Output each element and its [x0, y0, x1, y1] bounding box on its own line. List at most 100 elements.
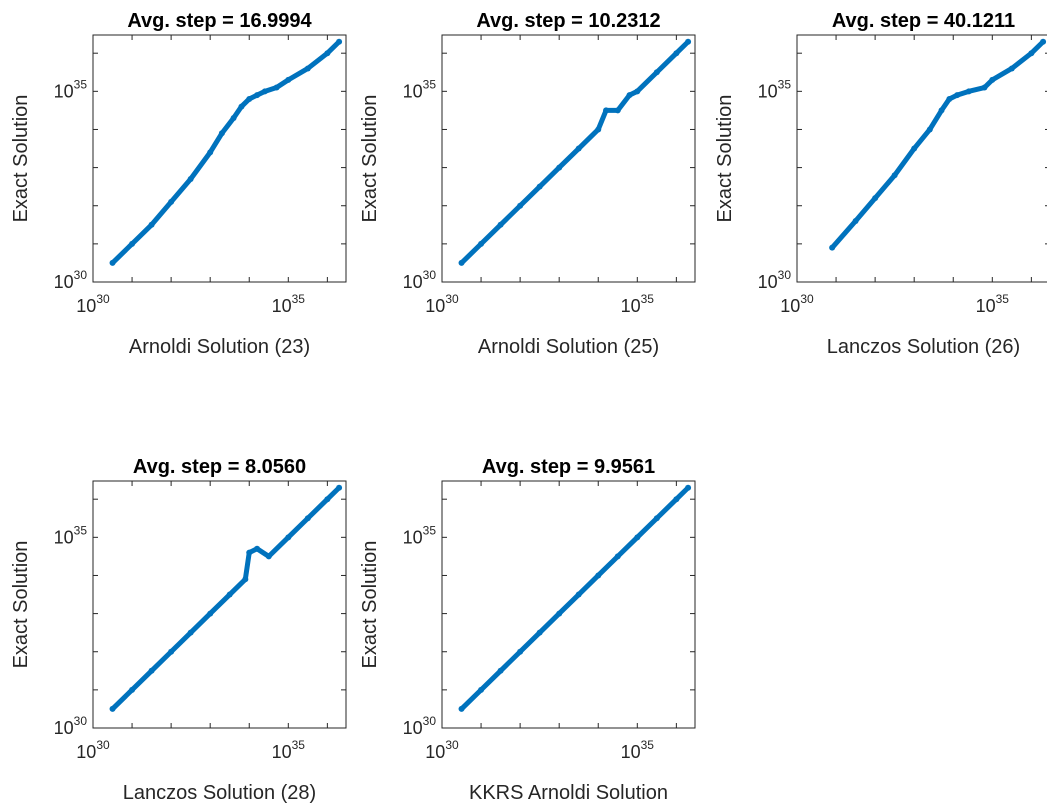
- y-axis-label: Exact Solution: [10, 541, 32, 669]
- y-axis-label: Exact Solution: [714, 95, 736, 223]
- subplot-4: 1030 1035 1030 1035 Avg. step = 8.0560 Lanczo…: [10, 456, 347, 804]
- data-segment: [207, 130, 225, 155]
- data-segment: [459, 241, 484, 266]
- data-points: [829, 38, 1047, 251]
- data-segment: [227, 576, 248, 598]
- y-tick-label: 1035: [403, 523, 437, 547]
- data-segment: [911, 126, 933, 152]
- axes-box: [441, 34, 696, 283]
- data-point: [336, 38, 343, 45]
- data-segment: [1009, 50, 1034, 71]
- x-axis-label: Lanczos Solution (28): [123, 782, 316, 804]
- chart-title: Avg. step = 40.1211: [832, 10, 1015, 32]
- data-segment: [285, 65, 311, 83]
- data-segment: [168, 630, 194, 655]
- data-points: [458, 38, 692, 266]
- data-segment: [556, 592, 582, 617]
- chart-title: Avg. step = 8.0560: [133, 456, 306, 478]
- data-segment: [129, 668, 155, 693]
- data-segment: [219, 115, 237, 136]
- y-axis-label: Exact Solution: [10, 95, 32, 223]
- data-segment: [242, 550, 252, 582]
- data-segment: [498, 649, 523, 674]
- axes-box: [92, 34, 347, 283]
- data-segment: [853, 195, 878, 224]
- data-segment: [615, 92, 632, 113]
- y-axis-label: Exact Solution: [359, 95, 381, 223]
- y-axis-label: Exact Solution: [359, 541, 381, 669]
- data-segment: [576, 126, 601, 152]
- subplot-2: 1030 1035 1030 1035 Avg. step = 10.2312 Arnol…: [359, 10, 696, 358]
- x-tick-label: 1035: [272, 738, 306, 762]
- data-segment: [537, 611, 562, 636]
- data-segment: [517, 184, 543, 209]
- data-segment: [207, 592, 233, 617]
- data-segment: [110, 241, 135, 266]
- data-points: [458, 484, 692, 712]
- axes-box: [92, 480, 347, 729]
- data-segment: [188, 149, 213, 182]
- data-segment: [634, 69, 660, 94]
- chart-title: Avg. step = 9.9561: [482, 456, 655, 478]
- data-segment: [517, 630, 543, 655]
- data-point: [685, 484, 692, 491]
- x-axis-label: KKRS Arnoldi Solution: [469, 782, 668, 804]
- y-tick-label: 1030: [54, 268, 88, 292]
- y-tick-label: 1030: [403, 714, 437, 738]
- data-segment: [478, 222, 504, 247]
- data-segment: [576, 572, 601, 598]
- x-axis-label: Arnoldi Solution (25): [478, 336, 659, 358]
- data-segment: [478, 668, 504, 693]
- data-segment: [595, 107, 609, 132]
- data-segment: [615, 534, 640, 559]
- data-segment: [556, 146, 582, 171]
- axes-box: [441, 480, 696, 729]
- data-points: [109, 484, 343, 712]
- x-tick-label: 1030: [425, 738, 459, 762]
- x-tick-label: 1030: [425, 292, 459, 316]
- y-tick-label: 1035: [403, 77, 437, 101]
- data-segment: [168, 176, 194, 205]
- subplot-3: 1030 1035 1030 1035 Avg. step = 40.1211 Lancz…: [714, 10, 1047, 358]
- x-tick-label: 1035: [621, 738, 655, 762]
- axes-box: [796, 34, 1047, 283]
- data-point: [685, 38, 692, 45]
- y-tick-label: 1030: [758, 268, 792, 292]
- data-segment: [285, 515, 311, 540]
- data-segment: [305, 496, 330, 521]
- data-segment: [110, 687, 135, 712]
- y-tick-label: 1030: [403, 268, 437, 292]
- data-segment: [892, 146, 917, 178]
- x-tick-label: 1030: [76, 292, 110, 316]
- data-segment: [149, 199, 174, 228]
- x-tick-label: 1030: [780, 292, 814, 316]
- data-segment: [498, 203, 523, 228]
- subplot-1: 1030 1035 1030 1035 Avg. step = 16.9994 Arnol…: [10, 10, 347, 358]
- x-tick-label: 1035: [621, 292, 655, 316]
- chart-title: Avg. step = 10.2312: [476, 10, 660, 32]
- data-segment: [266, 534, 291, 559]
- data-segment: [595, 553, 621, 578]
- x-axis-label: Arnoldi Solution (23): [129, 336, 310, 358]
- y-tick-label: 1035: [54, 77, 88, 101]
- x-tick-label: 1030: [76, 738, 110, 762]
- y-tick-label: 1035: [54, 523, 88, 547]
- data-segment: [188, 611, 213, 636]
- data-segment: [927, 107, 945, 132]
- data-segment: [149, 649, 174, 674]
- y-tick-label: 1035: [758, 77, 792, 101]
- chart-title: Avg. step = 16.9994: [127, 10, 312, 32]
- data-segment: [305, 50, 330, 71]
- data-points: [109, 38, 343, 266]
- x-tick-label: 1035: [272, 292, 306, 316]
- data-segment: [654, 496, 679, 521]
- data-segment: [129, 222, 155, 247]
- x-tick-label: 1035: [976, 292, 1010, 316]
- x-axis-label: Lanczos Solution (26): [827, 336, 1020, 358]
- subplot-5: 1030 1035 1030 1035 Avg. step = 9.9561 KKRS A…: [359, 456, 696, 804]
- y-tick-label: 1030: [54, 714, 88, 738]
- data-point: [336, 484, 343, 491]
- data-segment: [654, 50, 679, 75]
- data-segment: [459, 687, 484, 712]
